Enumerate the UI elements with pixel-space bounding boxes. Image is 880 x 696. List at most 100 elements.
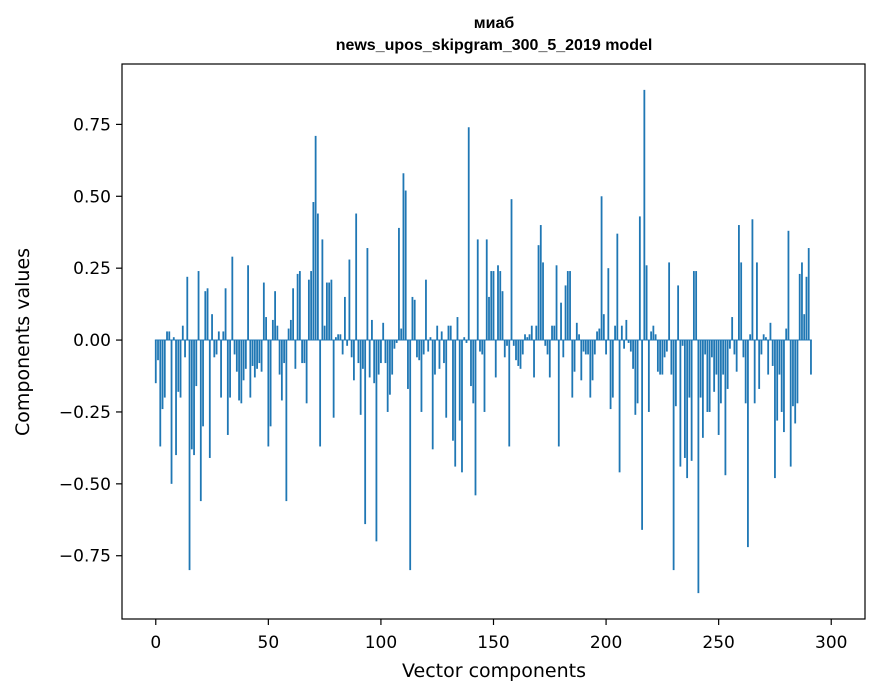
bar <box>652 325 655 341</box>
bar <box>787 230 790 341</box>
bar <box>776 340 779 421</box>
bar <box>294 340 297 369</box>
bar <box>168 331 171 341</box>
bar <box>780 340 783 412</box>
bar <box>193 340 195 456</box>
bar <box>638 216 641 341</box>
bar <box>569 271 571 341</box>
bar <box>771 340 774 366</box>
bar <box>548 340 551 378</box>
bar <box>785 328 788 341</box>
bar <box>717 340 720 435</box>
y-tick-label: 0.75 <box>73 115 111 135</box>
chart-subtitle: news_upos_skipgram_300_5_2019 model <box>336 37 653 54</box>
bar <box>494 340 497 378</box>
bar <box>517 340 520 366</box>
bar <box>215 340 218 355</box>
bar <box>501 291 504 341</box>
bar <box>711 340 713 358</box>
bar <box>407 340 409 389</box>
bar <box>188 340 191 571</box>
bar <box>591 340 594 381</box>
bar <box>172 337 175 341</box>
bar <box>553 325 556 341</box>
bar <box>440 331 443 341</box>
bar <box>614 325 616 341</box>
y-tick-label: −0.75 <box>59 547 111 567</box>
bar <box>344 296 346 341</box>
bar <box>665 340 668 352</box>
bar <box>330 279 333 341</box>
bar <box>738 225 740 341</box>
bar <box>542 262 544 341</box>
bar <box>575 322 578 341</box>
bar <box>398 227 400 341</box>
bar <box>434 340 436 375</box>
bar <box>436 325 439 341</box>
bar <box>632 340 634 369</box>
bar <box>307 279 310 341</box>
bar <box>325 282 328 341</box>
bar <box>301 340 304 364</box>
bar <box>724 340 727 476</box>
bar <box>289 319 292 341</box>
bar <box>503 340 506 358</box>
bar <box>713 340 716 392</box>
bar <box>445 340 448 418</box>
bar <box>654 334 657 341</box>
bar <box>467 127 470 341</box>
bar <box>220 340 222 398</box>
chart-title: миаб <box>474 15 515 32</box>
bar <box>533 340 535 378</box>
y-axis: −0.75 −0.50 −0.25 0.00 0.25 0.50 0.75 <box>59 115 122 567</box>
bar <box>636 340 639 404</box>
bar <box>593 340 596 355</box>
bar <box>672 340 675 571</box>
bar <box>411 296 414 341</box>
bar <box>701 340 704 438</box>
bar <box>422 340 425 355</box>
bar <box>456 317 459 341</box>
bar <box>566 271 569 341</box>
bar <box>699 340 702 398</box>
bar <box>645 265 648 341</box>
bar <box>382 322 385 341</box>
bar <box>242 340 245 381</box>
bar <box>247 265 249 341</box>
bars-group <box>154 89 812 594</box>
bar <box>560 302 562 341</box>
bar <box>722 340 725 375</box>
bar <box>274 291 276 341</box>
bar <box>544 340 547 346</box>
bar <box>519 340 522 369</box>
bar <box>801 262 803 341</box>
bar <box>249 340 252 398</box>
x-axis: 0 50 100 150 200 250 300 <box>150 619 847 653</box>
bar <box>427 340 430 352</box>
x-tick-label: 100 <box>365 633 397 653</box>
bar <box>506 340 508 346</box>
bar <box>181 325 184 341</box>
bar <box>161 340 164 410</box>
bar <box>226 340 229 435</box>
bar <box>391 340 394 375</box>
bar <box>735 340 738 372</box>
bar <box>708 340 711 412</box>
bar <box>375 340 378 542</box>
bar <box>386 340 389 412</box>
bar <box>316 213 319 341</box>
bar <box>334 337 337 341</box>
bar <box>485 239 488 341</box>
bar <box>253 340 256 378</box>
y-tick-label: 0.50 <box>73 187 111 207</box>
bar <box>555 265 558 341</box>
bar <box>521 340 524 355</box>
bar <box>740 262 743 341</box>
bar <box>368 340 371 378</box>
bar <box>157 340 159 361</box>
bar <box>611 340 614 398</box>
bar <box>170 340 173 484</box>
bar <box>584 340 587 355</box>
bar <box>524 334 526 341</box>
bar <box>607 268 610 341</box>
